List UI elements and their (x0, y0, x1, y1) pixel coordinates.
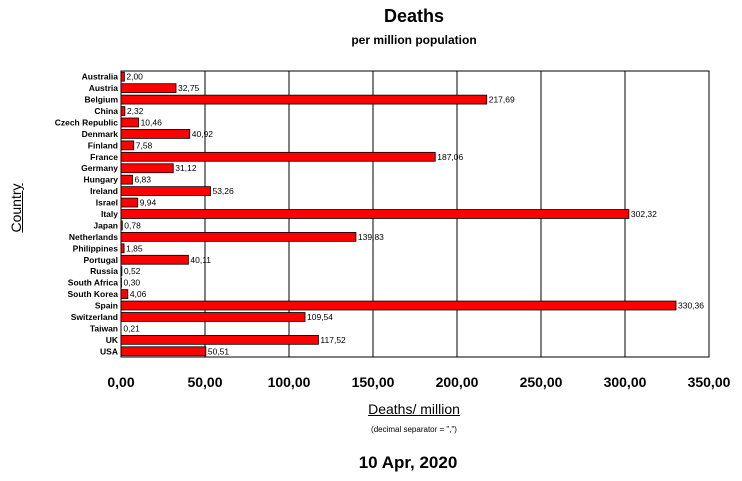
bar (120, 140, 135, 151)
category-label: Finland (88, 140, 118, 150)
category-label: UK (106, 335, 119, 345)
x-tick-label: 200,00 (436, 374, 479, 390)
value-label: 7,58 (136, 140, 153, 150)
value-label: 1,85 (126, 243, 143, 253)
value-label: 9,94 (140, 198, 157, 208)
bar (120, 197, 139, 208)
value-label: 40,11 (190, 255, 211, 265)
x-tick-label: 250,00 (520, 374, 563, 390)
bar (120, 151, 436, 162)
value-label: 0,52 (124, 266, 141, 276)
value-label: 32,75 (178, 83, 200, 93)
decimal-separator-note: (decimal separator = ",") (371, 425, 457, 434)
category-label: Austria (89, 83, 119, 93)
bar (120, 254, 189, 265)
bar (120, 334, 319, 345)
bar (120, 289, 129, 299)
value-label: 139,83 (358, 232, 384, 242)
bar (120, 129, 191, 139)
category-label: Russia (90, 266, 118, 276)
bar (120, 186, 211, 196)
value-label: 10,46 (141, 117, 163, 127)
value-label: 31,12 (175, 163, 197, 173)
category-label: Ireland (90, 186, 118, 196)
category-label: Israel (96, 198, 118, 208)
x-tick-label: 50,00 (187, 374, 222, 390)
category-label: Taiwan (90, 323, 118, 333)
category-label: Czech Republic (55, 117, 119, 127)
category-label: Philippines (73, 243, 119, 253)
x-tick-label: 0,00 (107, 374, 134, 390)
category-label: Belgium (84, 95, 118, 105)
bar (120, 232, 357, 242)
value-label: 0,30 (124, 278, 141, 288)
bar (120, 117, 139, 128)
category-label: Portugal (84, 255, 118, 265)
value-label: 0,78 (124, 220, 141, 230)
x-tick-label: 300,00 (604, 374, 647, 390)
value-label: 40,92 (192, 129, 214, 139)
bar (120, 346, 207, 357)
bar (120, 312, 306, 322)
x-tick-label: 150,00 (352, 374, 395, 390)
bar (120, 277, 122, 288)
bar (120, 266, 123, 277)
bar (120, 94, 488, 105)
value-label: 217,69 (489, 95, 515, 105)
bar (120, 209, 630, 219)
category-label: Hungary (84, 175, 119, 185)
bar (120, 71, 125, 82)
category-label: Australia (82, 72, 119, 82)
value-label: 330,36 (678, 301, 704, 311)
category-label: Italy (101, 209, 118, 219)
value-label: 2,00 (126, 72, 143, 82)
category-label: China (94, 106, 118, 116)
x-tick-label: 350,00 (688, 374, 731, 390)
chart-subtitle: per million population (351, 33, 477, 47)
value-label: 109,54 (307, 312, 333, 322)
x-axis-label: Deaths/ million (368, 401, 460, 417)
x-tick-label: 100,00 (268, 374, 311, 390)
bar (120, 220, 123, 231)
category-label: Switzerland (71, 312, 118, 322)
value-label: 0,21 (123, 323, 140, 333)
chart-title: Deaths (383, 6, 445, 26)
category-label: Japan (93, 220, 118, 230)
category-label: Germany (81, 163, 118, 173)
bar (120, 174, 133, 185)
value-label: 187,06 (437, 152, 463, 162)
value-label: 117,52 (320, 335, 346, 345)
value-label: 53,26 (212, 186, 234, 196)
category-label: USA (100, 346, 118, 356)
bar (120, 106, 126, 116)
value-label: 50,51 (208, 346, 230, 356)
chart-date-footer: 10 Apr, 2020 (358, 453, 458, 472)
bar (120, 243, 125, 254)
value-label: 6,83 (134, 175, 151, 185)
category-label: Spain (95, 301, 118, 311)
category-label: South Korea (67, 289, 118, 299)
category-label: Denmark (82, 129, 119, 139)
category-label: Netherlands (69, 232, 118, 242)
value-label: 302,32 (631, 209, 657, 219)
bar (120, 83, 177, 94)
bar (120, 300, 677, 311)
value-label: 4,06 (130, 289, 147, 299)
category-label: South Africa (68, 278, 118, 288)
category-label: France (90, 152, 118, 162)
bar (120, 163, 174, 174)
value-label: 2,32 (127, 106, 144, 116)
